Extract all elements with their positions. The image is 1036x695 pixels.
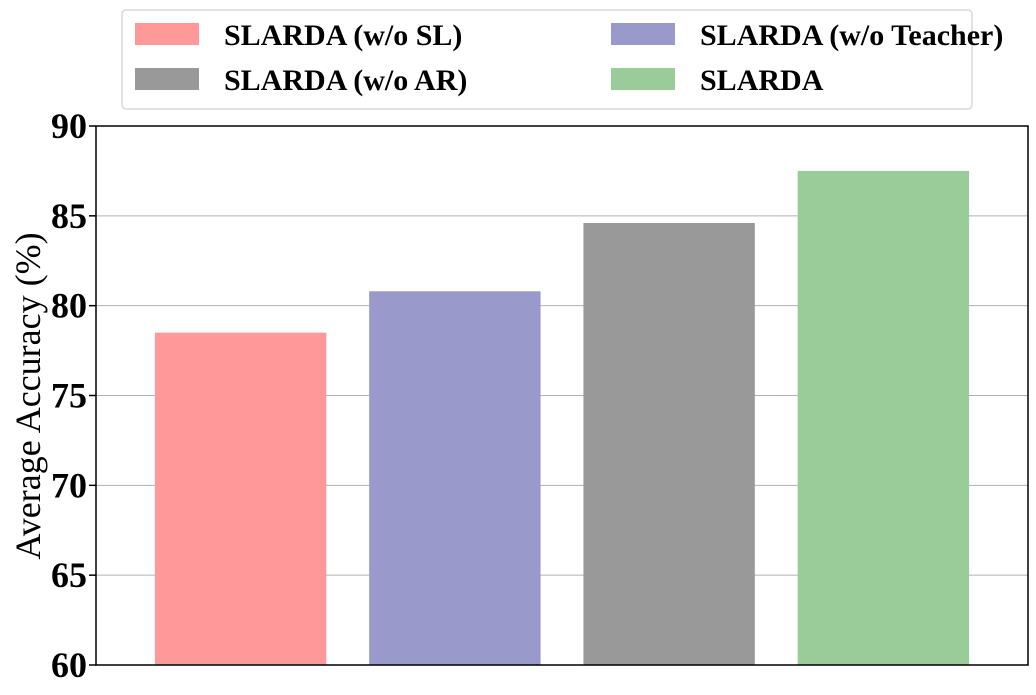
y-tick-label: 80 (51, 286, 87, 326)
bars (154, 170, 970, 665)
y-tick-label: 65 (51, 555, 87, 595)
y-tick-label: 85 (51, 196, 87, 236)
legend: SLARDA (w/o SL) SLARDA (w/o AR) SLARDA (w/… (121, 9, 1003, 110)
legend-swatch (611, 23, 675, 45)
bar (797, 170, 970, 665)
legend-label: SLARDA (w/o Teacher) (700, 19, 1003, 52)
bar (369, 291, 541, 665)
legend-box (121, 9, 973, 110)
y-tick-label: 75 (51, 376, 87, 416)
bar (583, 223, 755, 665)
legend-label: SLARDA (700, 64, 824, 97)
y-tick-label: 90 (51, 106, 87, 146)
bar (154, 332, 327, 665)
legend-swatch (135, 23, 199, 45)
legend-label: SLARDA (w/o SL) (224, 19, 462, 52)
y-axis-label: Average Accuracy (%) (8, 232, 48, 559)
y-tick-label: 70 (51, 465, 87, 505)
legend-swatch (135, 68, 199, 90)
legend-label: SLARDA (w/o AR) (224, 64, 467, 97)
y-tick-label: 60 (51, 645, 87, 685)
legend-swatch (611, 68, 675, 90)
y-axis-ticks: 60 65 70 75 80 85 90 (51, 106, 96, 685)
